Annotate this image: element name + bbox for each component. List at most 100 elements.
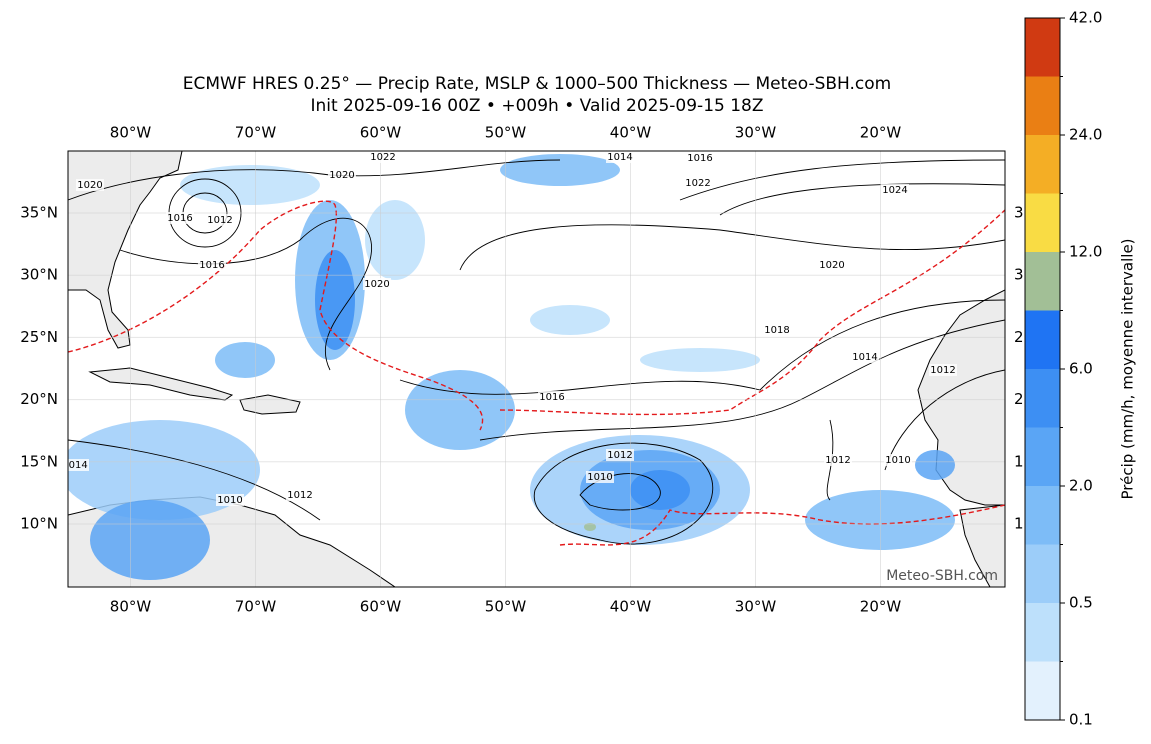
contour-label: 1020 [329, 170, 354, 181]
lon-label: 20°W [860, 124, 902, 142]
right-label: 2 [1014, 390, 1024, 408]
lon-label: 50°W [485, 124, 527, 142]
axes: 80°W 80°W 70°W 70°W 60°W 60°W 50°W 50°W 40°W 40°W… [20, 124, 1023, 616]
contour-label-bg [586, 471, 614, 483]
contour-label: 1010 [217, 495, 242, 506]
lon-label: 30°W [735, 598, 777, 616]
contour-label-bg [606, 151, 634, 163]
colorbar-band [1025, 76, 1060, 135]
contour-label-bg [851, 351, 879, 363]
contour-label-bg [818, 259, 846, 271]
lon-label: 30°W [735, 124, 777, 142]
contour-label: 1022 [370, 152, 395, 163]
colorbar-band [1025, 310, 1060, 369]
contour-label: 1020 [364, 279, 389, 290]
colorbar-tick-label: 0.1 [1069, 711, 1093, 729]
lon-label: 60°W [360, 124, 402, 142]
contour-label: 1016 [539, 392, 564, 403]
lat-label: 10°N [20, 515, 58, 533]
colorbar-band [1025, 193, 1060, 252]
contour-label: 1020 [819, 260, 844, 271]
lon-label: 80°W [110, 598, 152, 616]
colorbar-tick-label: 42.0 [1069, 9, 1102, 27]
lon-label: 70°W [235, 598, 277, 616]
lat-label: 35°N [20, 204, 58, 222]
contour-label: 1012 [607, 450, 632, 461]
contour-label: 1012 [207, 215, 232, 226]
lon-label: 20°W [860, 598, 902, 616]
colorbar-tick-label: 0.5 [1069, 594, 1093, 612]
lon-label: 50°W [485, 598, 527, 616]
lon-label: 40°W [610, 124, 652, 142]
colorbar-tick-label: 6.0 [1069, 360, 1093, 378]
contour-label: 1010 [587, 472, 612, 483]
contour-label-bg [369, 151, 397, 163]
right-label: 3 [1014, 204, 1024, 222]
contour-label-bg [216, 494, 244, 506]
lon-label: 40°W [610, 598, 652, 616]
watermark: Meteo-SBH.com [886, 568, 998, 584]
colorbar-tick-label: 24.0 [1069, 126, 1102, 144]
contour-label-bg [881, 184, 909, 196]
lon-label: 60°W [360, 598, 402, 616]
right-label: 1 [1014, 452, 1024, 470]
contour-label: 1022 [685, 178, 710, 189]
lat-label: 25°N [20, 328, 58, 346]
title-line: Init 2025-09-16 00Z • +009h • Valid 2025… [310, 96, 763, 116]
contour-label-bg [68, 459, 89, 471]
contour-label-bg [763, 324, 791, 336]
contour-label: 1014 [62, 460, 87, 471]
contour-label: 1012 [287, 490, 312, 501]
contour-label: 1016 [167, 213, 192, 224]
contour-label-bg [686, 152, 714, 164]
contour-label-bg [76, 179, 104, 191]
colorbar-tick-label: 12.0 [1069, 243, 1102, 261]
contour-label: 1010 [885, 455, 910, 466]
contour-label: 1014 [607, 152, 632, 163]
contour-labels: 1022 1020 1016 1014 1016 1022 1024 1020 1018 1014… [62, 151, 957, 506]
contour-label-bg [328, 169, 356, 181]
lat-label: 15°N [20, 452, 58, 470]
contour-label: 1012 [930, 365, 955, 376]
contour-label: 1024 [882, 185, 907, 196]
contour-label: 1016 [199, 260, 224, 271]
contour-label-bg [363, 278, 391, 290]
colorbar-band [1025, 427, 1060, 486]
contour-label-bg [824, 454, 852, 466]
contour-label: 1020 [77, 180, 102, 191]
contour-label: 1014 [852, 352, 877, 363]
right-label: 3 [1014, 266, 1024, 284]
contour-label: 1016 [687, 153, 712, 164]
contour-label-bg [206, 214, 234, 226]
map-content: 1022 1020 1016 1014 1016 1022 1024 1020 1018 1014… [62, 151, 1005, 587]
precipitation [68, 154, 955, 580]
colorbar-band [1025, 18, 1060, 77]
colorbar-band [1025, 369, 1060, 428]
colorbar-band [1025, 544, 1060, 603]
contour-label-bg [929, 364, 957, 376]
contour-label-bg [166, 212, 194, 224]
lat-label: 20°N [20, 390, 58, 408]
map-frame [67, 150, 1006, 588]
lon-label: 70°W [235, 124, 277, 142]
contour-label-bg [198, 259, 226, 271]
colorbar-band [1025, 486, 1060, 545]
contour-label-bg [286, 489, 314, 501]
contour-label: 1018 [764, 325, 789, 336]
contour-label-bg [884, 454, 912, 466]
colorbar-label: Précip (mm/h, moyenne intervalle) [1119, 238, 1137, 499]
title-line: ECMWF HRES 0.25° — Precip Rate, MSLP & 1… [183, 74, 891, 94]
colorbar-tick-label: 2.0 [1069, 477, 1093, 495]
colorbar-band [1025, 603, 1060, 662]
colorbar-band [1025, 252, 1060, 311]
contour-label-bg [606, 449, 634, 461]
lat-label: 30°N [20, 266, 58, 284]
right-label: 1 [1014, 515, 1024, 533]
contour-label: 1012 [825, 455, 850, 466]
colorbar-band [1025, 661, 1060, 720]
right-label: 2 [1014, 328, 1024, 346]
colorbar-band [1025, 135, 1060, 194]
thickness-line [68, 200, 1005, 546]
lon-label: 80°W [110, 124, 152, 142]
